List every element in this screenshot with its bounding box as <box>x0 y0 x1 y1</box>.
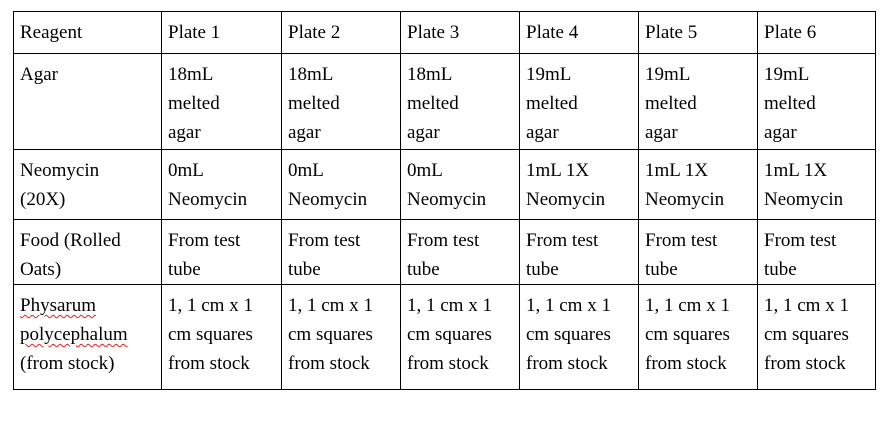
table-cell[interactable]: From test tube <box>161 219 282 285</box>
reagent-table-container: Reagent Plate 1 Plate 2 Plate 3 Plate 4 … <box>13 11 876 390</box>
header-text: Reagent <box>20 22 83 43</box>
table-cell[interactable]: 18mL melted agar <box>281 53 401 150</box>
table-row-agar: Agar 18mL melted agar 18mL melted agar 1… <box>13 53 876 150</box>
header-text: Plate 5 <box>645 22 698 43</box>
cell-text: 19mL melted agar <box>645 64 697 143</box>
row-label: Neomycin (20X) <box>20 160 100 210</box>
header-cell-plate-2[interactable]: Plate 2 <box>281 11 401 54</box>
cell-text: 1, 1 cm x 1 cm squares from stock <box>288 295 373 374</box>
row-label-cell[interactable]: Neomycin (20X) <box>13 149 162 220</box>
table-cell[interactable]: 1mL 1X Neomycin <box>757 149 876 220</box>
table-cell[interactable]: From test tube <box>281 219 401 285</box>
cell-text: 1, 1 cm x 1 cm squares from stock <box>645 295 730 374</box>
table-cell[interactable]: 1, 1 cm x 1 cm squares from stock <box>281 284 401 390</box>
cell-text: 19mL melted agar <box>764 64 816 143</box>
cell-text: From test tube <box>645 230 718 280</box>
header-cell-plate-6[interactable]: Plate 6 <box>757 11 876 54</box>
cell-text: From test tube <box>764 230 837 280</box>
cell-text: 1, 1 cm x 1 cm squares from stock <box>168 295 253 374</box>
table-cell[interactable]: 1mL 1X Neomycin <box>638 149 758 220</box>
table-cell[interactable]: 0mL Neomycin <box>281 149 401 220</box>
header-cell-plate-4[interactable]: Plate 4 <box>519 11 639 54</box>
cell-text: From test tube <box>407 230 480 280</box>
cell-text: 1mL 1X Neomycin <box>645 160 725 210</box>
table-cell[interactable]: 1, 1 cm x 1 cm squares from stock <box>519 284 639 390</box>
table-row-food: Food (Rolled Oats) From test tube From t… <box>13 219 876 285</box>
header-text: Plate 6 <box>764 22 817 43</box>
header-cell-plate-1[interactable]: Plate 1 <box>161 11 282 54</box>
header-text: Plate 3 <box>407 22 460 43</box>
header-cell-plate-3[interactable]: Plate 3 <box>400 11 520 54</box>
table-cell[interactable]: 1, 1 cm x 1 cm squares from stock <box>638 284 758 390</box>
cell-text: 0mL Neomycin <box>407 160 487 210</box>
cell-text: From test tube <box>288 230 361 280</box>
table-header-row: Reagent Plate 1 Plate 2 Plate 3 Plate 4 … <box>13 11 876 54</box>
spellcheck-word: polycephalum <box>20 324 128 345</box>
table-row-neomycin: Neomycin (20X) 0mL Neomycin 0mL Neomycin… <box>13 149 876 220</box>
table-cell[interactable]: 1mL 1X Neomycin <box>519 149 639 220</box>
table-cell[interactable]: 1, 1 cm x 1 cm squares from stock <box>400 284 520 390</box>
table-cell[interactable]: 18mL melted agar <box>161 53 282 150</box>
row-label: Food (Rolled Oats) <box>20 230 121 280</box>
cell-text: 18mL melted agar <box>288 64 340 143</box>
table-cell[interactable]: From test tube <box>638 219 758 285</box>
cell-text: 18mL melted agar <box>407 64 459 143</box>
header-cell-reagent[interactable]: Reagent <box>13 11 162 54</box>
cell-text: 1mL 1X Neomycin <box>526 160 606 210</box>
row-label-cell[interactable]: Agar <box>13 53 162 150</box>
row-label: Physarum polycephalum (from stock) <box>20 291 157 378</box>
table-cell[interactable]: 0mL Neomycin <box>161 149 282 220</box>
table-cell[interactable]: From test tube <box>519 219 639 285</box>
table-cell[interactable]: 19mL melted agar <box>638 53 758 150</box>
header-text: Plate 2 <box>288 22 341 43</box>
cell-text: 19mL melted agar <box>526 64 578 143</box>
row-label-cell[interactable]: Food (Rolled Oats) <box>13 219 162 285</box>
table-cell[interactable]: 0mL Neomycin <box>400 149 520 220</box>
cell-text: From test tube <box>168 230 241 280</box>
cell-text: 0mL Neomycin <box>288 160 368 210</box>
cell-text: 1mL 1X Neomycin <box>764 160 844 210</box>
table-cell[interactable]: 19mL melted agar <box>757 53 876 150</box>
reagent-table: Reagent Plate 1 Plate 2 Plate 3 Plate 4 … <box>13 11 876 390</box>
header-text: Plate 1 <box>168 22 221 43</box>
table-cell[interactable]: From test tube <box>757 219 876 285</box>
table-cell[interactable]: 19mL melted agar <box>519 53 639 150</box>
row-label-suffix: (from stock) <box>20 353 115 374</box>
table-cell[interactable]: 1, 1 cm x 1 cm squares from stock <box>757 284 876 390</box>
header-cell-plate-5[interactable]: Plate 5 <box>638 11 758 54</box>
table-cell[interactable]: From test tube <box>400 219 520 285</box>
cell-text: 1, 1 cm x 1 cm squares from stock <box>526 295 611 374</box>
table-row-physarum: Physarum polycephalum (from stock) 1, 1 … <box>13 284 876 390</box>
spellcheck-word: Physarum <box>20 295 96 316</box>
cell-text: 1, 1 cm x 1 cm squares from stock <box>407 295 492 374</box>
table-cell[interactable]: 18mL melted agar <box>400 53 520 150</box>
cell-text: From test tube <box>526 230 599 280</box>
cell-text: 0mL Neomycin <box>168 160 248 210</box>
header-text: Plate 4 <box>526 22 579 43</box>
row-label-cell[interactable]: Physarum polycephalum (from stock) <box>13 284 162 390</box>
cell-text: 18mL melted agar <box>168 64 220 143</box>
table-cell[interactable]: 1, 1 cm x 1 cm squares from stock <box>161 284 282 390</box>
cell-text: 1, 1 cm x 1 cm squares from stock <box>764 295 849 374</box>
row-label: Agar <box>20 64 58 85</box>
